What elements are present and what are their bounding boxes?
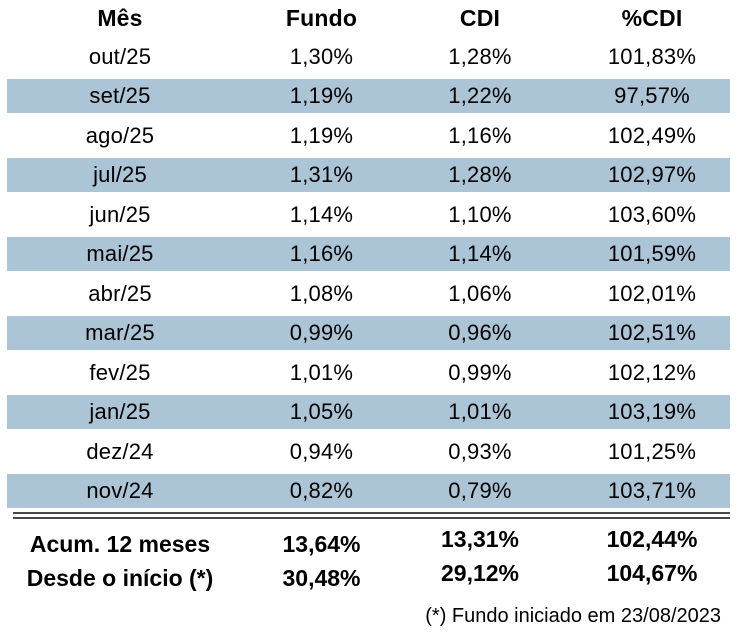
table-row: out/25 1,30% 1,28% 101,83% xyxy=(7,37,730,77)
header-cell-mes: Mês xyxy=(97,5,143,31)
cell-pcdi: 102,51% xyxy=(607,319,697,345)
summary-section: Acum. 12 meses 13,64% 13,31% 102,44% Des… xyxy=(7,525,730,595)
cell-pcdi: 97,57% xyxy=(614,82,690,108)
cell-pcdi: 101,59% xyxy=(607,240,697,266)
table-header-row: Mês Fundo CDI %CDI xyxy=(7,0,730,37)
cell-month: jun/25 xyxy=(89,201,151,227)
cell-cdi: 1,28% xyxy=(448,43,512,69)
table-row: jun/25 1,14% 1,10% 103,60% xyxy=(7,195,730,235)
cell-fundo: 1,01% xyxy=(289,359,354,385)
cell-month: jan/25 xyxy=(89,398,151,424)
cell-month: out/25 xyxy=(88,43,152,69)
summary-label: Acum. 12 meses xyxy=(29,530,211,557)
cell-month: dez/24 xyxy=(86,438,154,464)
cell-cdi: 0,79% xyxy=(448,477,512,503)
cell-pcdi: 103,60% xyxy=(607,201,697,227)
summary-cdi: 29,12% xyxy=(440,559,519,586)
header-cell-cdi: CDI xyxy=(459,5,501,31)
cell-fundo: 0,94% xyxy=(289,438,354,464)
cell-month: set/25 xyxy=(89,82,151,108)
summary-cdi: 13,31% xyxy=(440,525,519,552)
cell-fundo: 1,30% xyxy=(289,43,354,69)
cell-fundo: 1,14% xyxy=(289,201,354,227)
summary-divider-rule xyxy=(13,512,730,519)
summary-fundo: 13,64% xyxy=(282,530,361,557)
cell-fundo: 1,19% xyxy=(289,122,354,148)
summary-label: Desde o início (*) xyxy=(26,564,214,591)
cell-cdi: 1,01% xyxy=(448,398,512,424)
cell-cdi: 1,10% xyxy=(448,201,512,227)
footnote: (*) Fundo iniciado em 23/08/2023 xyxy=(425,605,721,627)
table-row: mar/25 0,99% 0,96% 102,51% xyxy=(7,313,730,353)
cell-cdi: 1,14% xyxy=(448,240,512,266)
cell-month: ago/25 xyxy=(85,122,155,148)
table-row: jan/25 1,05% 1,01% 103,19% xyxy=(7,392,730,432)
cell-fundo: 0,99% xyxy=(289,319,354,345)
table-row: abr/25 1,08% 1,06% 102,01% xyxy=(7,274,730,314)
cell-month: nov/24 xyxy=(86,477,154,503)
cell-month: fev/25 xyxy=(89,359,151,385)
cell-pcdi: 101,25% xyxy=(607,438,697,464)
cell-fundo: 1,16% xyxy=(289,240,354,266)
cell-fundo: 1,19% xyxy=(289,82,354,108)
summary-pcdi: 102,44% xyxy=(606,525,698,552)
summary-row: Acum. 12 meses 13,64% 13,31% 102,44% xyxy=(7,525,730,561)
header-cell-pcdi: %CDI xyxy=(621,5,683,31)
cell-month: mai/25 xyxy=(86,240,154,266)
cell-cdi: 0,99% xyxy=(448,359,512,385)
table-row: nov/24 0,82% 0,79% 103,71% xyxy=(7,471,730,511)
table-row: set/25 1,19% 1,22% 97,57% xyxy=(7,76,730,116)
table-row: ago/25 1,19% 1,16% 102,49% xyxy=(7,116,730,156)
cell-fundo: 1,31% xyxy=(289,161,354,187)
cell-fundo: 1,05% xyxy=(289,398,354,424)
cell-cdi: 1,28% xyxy=(448,161,512,187)
summary-fundo: 30,48% xyxy=(282,564,361,591)
cell-pcdi: 103,71% xyxy=(607,477,697,503)
cell-cdi: 1,16% xyxy=(448,122,512,148)
table-row: fev/25 1,01% 0,99% 102,12% xyxy=(7,353,730,393)
cell-pcdi: 102,49% xyxy=(607,122,697,148)
summary-pcdi: 104,67% xyxy=(606,559,698,586)
cell-cdi: 1,22% xyxy=(448,82,512,108)
table-row: jul/25 1,31% 1,28% 102,97% xyxy=(7,155,730,195)
cell-month: jul/25 xyxy=(93,161,147,187)
summary-row: Desde o início (*) 30,48% 29,12% 104,67% xyxy=(7,559,730,595)
cell-cdi: 1,06% xyxy=(448,280,512,306)
cell-pcdi: 101,83% xyxy=(607,43,697,69)
cell-pcdi: 102,01% xyxy=(607,280,697,306)
table-row: mai/25 1,16% 1,14% 101,59% xyxy=(7,234,730,274)
cell-fundo: 0,82% xyxy=(289,477,354,503)
cell-month: mar/25 xyxy=(85,319,155,345)
table-row: dez/24 0,94% 0,93% 101,25% xyxy=(7,432,730,472)
cell-cdi: 0,93% xyxy=(448,438,512,464)
cell-cdi: 0,96% xyxy=(448,319,512,345)
cell-pcdi: 102,12% xyxy=(607,359,697,385)
table-body: out/25 1,30% 1,28% 101,83% set/25 1,19% … xyxy=(7,37,730,511)
cell-month: abr/25 xyxy=(88,280,152,306)
cell-pcdi: 102,97% xyxy=(607,161,697,187)
cell-pcdi: 103,19% xyxy=(607,398,697,424)
header-cell-fundo: Fundo xyxy=(285,5,358,31)
cell-fundo: 1,08% xyxy=(289,280,354,306)
